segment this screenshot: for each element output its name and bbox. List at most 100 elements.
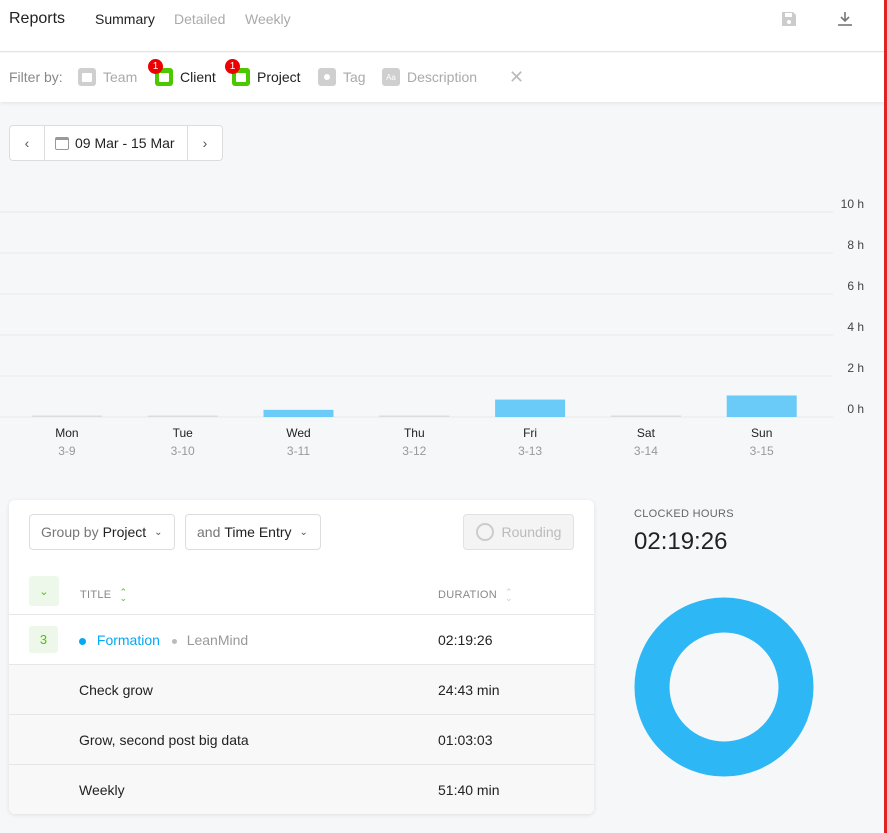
subgroup-prefix: and bbox=[197, 524, 221, 540]
group-by-dropdown[interactable]: Group by Project ⌄ bbox=[29, 514, 175, 550]
reports-header: Reports Summary Detailed Weekly bbox=[0, 0, 884, 52]
project-color-dot bbox=[79, 637, 86, 645]
entry-title: Grow, second post big data bbox=[79, 732, 249, 748]
entry-title: Check grow bbox=[79, 682, 153, 698]
project-title: Formation LeanMind bbox=[79, 632, 248, 648]
table-row[interactable]: Weekly 51:40 min bbox=[9, 764, 594, 814]
chart-bar bbox=[263, 409, 334, 417]
project-filter-badge: 1 bbox=[225, 59, 240, 74]
x-day-label: Fri bbox=[523, 426, 537, 440]
separator-dot bbox=[171, 638, 177, 644]
entry-title: Weekly bbox=[79, 782, 125, 798]
x-day-label: Sun bbox=[751, 426, 772, 440]
description-icon: Aa bbox=[382, 68, 400, 86]
filter-tag[interactable]: Tag bbox=[318, 66, 366, 88]
rounding-button[interactable]: Rounding bbox=[463, 514, 574, 550]
table-row[interactable]: Check grow 24:43 min bbox=[9, 664, 594, 714]
tab-detailed[interactable]: Detailed bbox=[174, 11, 226, 27]
chevron-down-icon: ⌄ bbox=[299, 526, 308, 538]
subgroup-value: Time Entry bbox=[224, 524, 292, 540]
client-icon: 1 bbox=[148, 59, 173, 86]
filter-label: Filter by: bbox=[9, 69, 63, 85]
team-icon bbox=[78, 68, 96, 86]
filter-tag-label: Tag bbox=[343, 69, 366, 85]
previous-week-button[interactable]: ‹ bbox=[10, 126, 45, 160]
y-tick-label: 8 h bbox=[847, 238, 864, 252]
client-filter-badge: 1 bbox=[148, 59, 163, 74]
title-column-header[interactable]: TITLE ⌃ ⌄ bbox=[80, 576, 127, 614]
save-icon[interactable] bbox=[780, 10, 798, 28]
x-day-label: Sat bbox=[637, 426, 656, 440]
weekly-bar-chart: 0 h 2 h 4 h 6 h 8 h 10 h Mon 3-9 Tue 3-10 Wed 3-11 T… bbox=[0, 190, 884, 460]
date-range-display[interactable]: 09 Mar - 15 Mar bbox=[45, 135, 187, 151]
entry-count-badge[interactable]: 3 bbox=[29, 626, 58, 653]
filter-client[interactable]: 1 Client bbox=[148, 59, 216, 88]
tag-icon bbox=[318, 68, 336, 86]
rounding-icon bbox=[475, 523, 494, 541]
x-date-label: 3-11 bbox=[287, 444, 310, 458]
duration-header-label: DURATION bbox=[438, 589, 498, 601]
x-date-label: 3-10 bbox=[171, 444, 195, 458]
entry-duration: 51:40 min bbox=[438, 782, 500, 798]
rounding-label: Rounding bbox=[501, 524, 562, 540]
filter-client-label: Client bbox=[180, 69, 216, 85]
client-name: LeanMind bbox=[186, 632, 249, 648]
chart-bar bbox=[31, 415, 102, 417]
sort-icon: ⌃ ⌄ bbox=[119, 587, 128, 603]
chart-bar bbox=[610, 415, 681, 417]
date-range-picker: ‹ 09 Mar - 15 Mar › bbox=[9, 125, 223, 161]
entry-duration: 01:03:03 bbox=[438, 732, 493, 748]
chevron-down-icon: ⌄ bbox=[154, 526, 163, 538]
chart-bar bbox=[379, 415, 450, 417]
y-tick-label: 2 h bbox=[847, 361, 864, 375]
y-tick-label: 10 h bbox=[841, 197, 864, 211]
subgroup-dropdown[interactable]: and Time Entry ⌄ bbox=[185, 514, 321, 550]
y-tick-label: 4 h bbox=[847, 320, 864, 334]
expand-all-toggle[interactable]: ⌄ bbox=[29, 576, 59, 606]
clocked-hours-label: CLOCKED HOURS bbox=[634, 508, 734, 520]
title-header-label: TITLE bbox=[80, 589, 112, 601]
next-week-button[interactable]: › bbox=[187, 126, 222, 160]
date-range-label: 09 Mar - 15 Mar bbox=[75, 135, 175, 151]
y-tick-label: 0 h bbox=[847, 402, 864, 416]
entry-duration: 24:43 min bbox=[438, 682, 500, 698]
x-date-label: 3-15 bbox=[750, 444, 774, 458]
download-icon[interactable] bbox=[836, 10, 854, 28]
x-day-label: Tue bbox=[173, 426, 194, 440]
x-date-label: 3-14 bbox=[634, 444, 658, 458]
chart-bar bbox=[147, 415, 218, 417]
tab-weekly[interactable]: Weekly bbox=[245, 11, 291, 27]
filter-description-label: Description bbox=[407, 69, 478, 85]
project-name: Formation bbox=[96, 632, 160, 648]
filter-project[interactable]: 1 Project bbox=[225, 59, 301, 88]
filter-bar: Filter by: Team 1 Client 1 Project Tag A… bbox=[0, 53, 884, 102]
table-row[interactable]: Grow, second post big data 01:03:03 bbox=[9, 714, 594, 764]
chart-bar bbox=[726, 395, 797, 417]
group-by-prefix: Group by bbox=[41, 524, 99, 540]
chart-svg: 0 h 2 h 4 h 6 h 8 h 10 h Mon 3-9 Tue 3-10 Wed 3-11 T… bbox=[0, 197, 864, 458]
filter-team[interactable]: Team bbox=[78, 66, 137, 88]
right-edge-line bbox=[884, 0, 887, 833]
chart-bar bbox=[495, 399, 566, 417]
filter-description[interactable]: Aa Description bbox=[382, 66, 477, 88]
filter-project-label: Project bbox=[257, 69, 301, 85]
group-by-value: Project bbox=[102, 524, 147, 540]
report-table-panel: Group by Project ⌄ and Time Entry ⌄ Roun… bbox=[9, 500, 594, 814]
y-tick-label: 6 h bbox=[847, 279, 864, 293]
project-row[interactable]: 3 Formation LeanMind 02:19:26 bbox=[9, 614, 594, 664]
sort-icon: ⌃ ⌄ bbox=[505, 587, 513, 603]
project-icon: 1 bbox=[225, 59, 250, 86]
x-date-label: 3-9 bbox=[58, 444, 76, 458]
clocked-hours-donut bbox=[634, 597, 814, 777]
project-duration: 02:19:26 bbox=[438, 632, 493, 648]
donut-ring bbox=[634, 597, 814, 777]
duration-column-header[interactable]: DURATION ⌃ ⌄ bbox=[438, 576, 513, 614]
tab-summary[interactable]: Summary bbox=[95, 11, 155, 27]
clear-filters-icon[interactable]: ✕ bbox=[509, 67, 525, 87]
x-date-label: 3-12 bbox=[402, 444, 426, 458]
clocked-hours-value: 02:19:26 bbox=[634, 528, 728, 555]
x-date-label: 3-13 bbox=[518, 444, 542, 458]
x-day-label: Wed bbox=[286, 426, 310, 440]
filter-team-label: Team bbox=[103, 69, 138, 85]
x-day-label: Thu bbox=[404, 426, 425, 440]
